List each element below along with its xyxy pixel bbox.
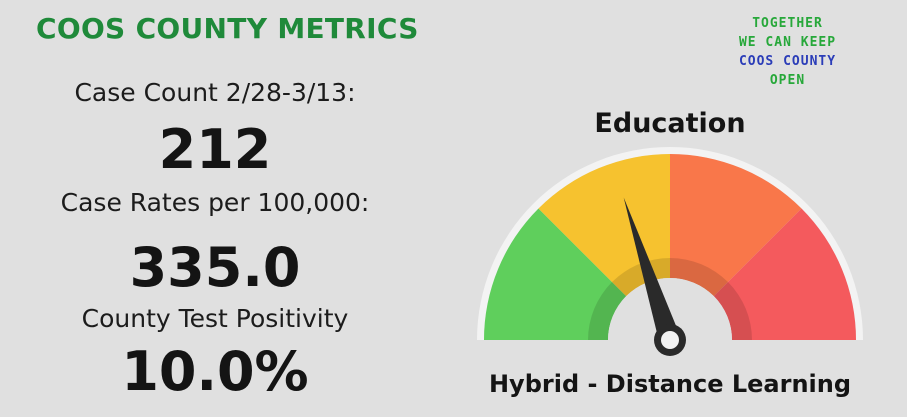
gauge-segment-yellow (538, 154, 670, 297)
gauge-segment-green (484, 208, 627, 340)
gauge-inner-band (588, 258, 752, 340)
gauge-caption: Hybrid - Distance Learning (488, 370, 852, 398)
case-rate-label: Case Rates per 100,000: (60, 188, 370, 217)
gauge-segments (477, 147, 863, 340)
metrics-panel: Case Count 2/28-3/13: 212 Case Rates per… (0, 0, 430, 417)
gauge-segment-orange (670, 154, 802, 297)
slogan-line-4: OPEN (769, 73, 806, 88)
gauge-needle-hub-center (661, 331, 679, 349)
positivity-label: County Test Positivity (81, 304, 349, 333)
slogan: TOGETHER WE CAN KEEP COOS COUNTY OPEN (700, 14, 875, 90)
case-count-value: 212 (158, 118, 272, 181)
gauge-needle (623, 197, 686, 356)
gauge-title: Education (594, 108, 746, 139)
slogan-line-3: COOS COUNTY (738, 54, 837, 69)
positivity-value: 10.0% (121, 340, 309, 403)
case-count-label: Case Count 2/28-3/13: (74, 78, 356, 107)
gauge-segment-red (713, 208, 856, 340)
gauge-needle-pointer (623, 197, 681, 344)
page-title: COOS COUNTY METRICS (36, 12, 419, 45)
gauge-hub-bg (608, 278, 732, 340)
gauge (477, 147, 863, 356)
slogan-line-1: TOGETHER (752, 16, 823, 31)
slogan-line-2: WE CAN KEEP (738, 35, 837, 50)
case-rate-value: 335.0 (129, 236, 301, 299)
